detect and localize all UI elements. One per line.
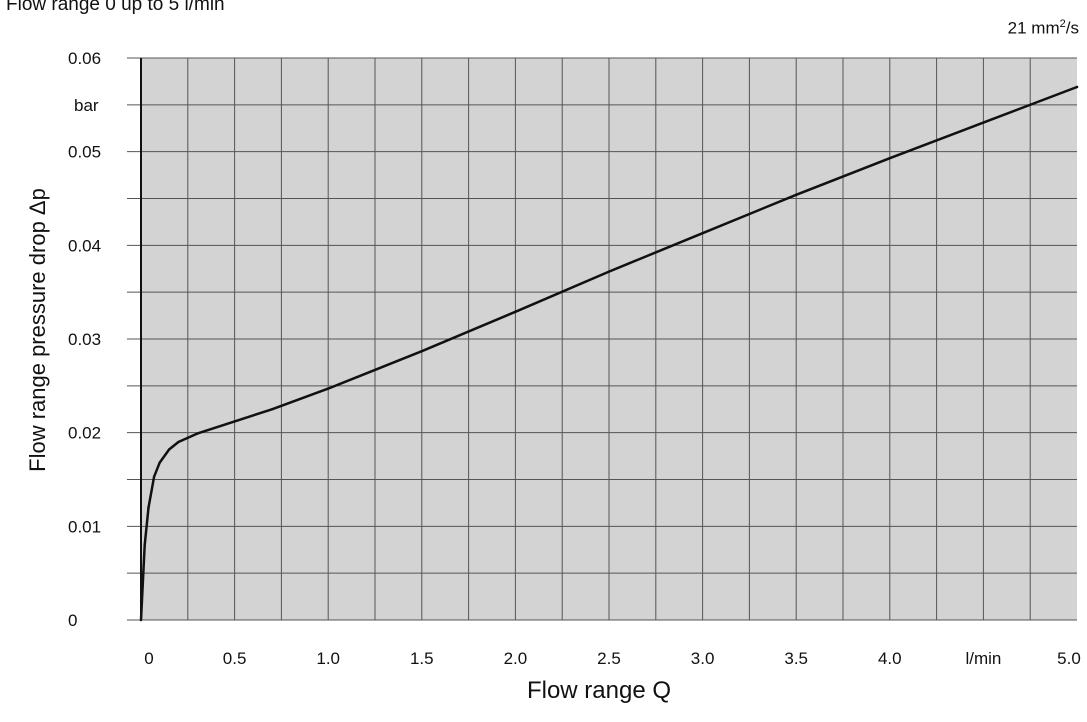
x-tick-label: 3.5 — [784, 649, 808, 668]
y-tick-label: bar — [74, 96, 99, 115]
viscosity-label: 21 mm2/s — [1008, 18, 1079, 39]
x-tick-label: l/min — [965, 649, 1001, 668]
data-point — [158, 461, 161, 464]
y-tick-label: 0.05 — [68, 143, 101, 162]
x-tick-label: 0.5 — [223, 649, 247, 668]
y-axis-label: Flow range pressure drop Δp — [25, 188, 50, 472]
x-tick-label: 1.0 — [316, 649, 340, 668]
data-point — [167, 448, 171, 451]
y-tick-label: 0 — [68, 611, 77, 630]
viscosity-unit: /s — [1065, 18, 1079, 38]
y-tick-label: 0.06 — [68, 49, 101, 68]
data-point — [270, 408, 274, 411]
x-axis-label: Flow range Q — [526, 677, 672, 704]
x-tick-label: 4.0 — [878, 649, 902, 668]
y-tick-label: 0.04 — [68, 236, 101, 255]
data-point — [982, 121, 985, 124]
x-tick-label: 2.5 — [597, 649, 621, 668]
data-point — [177, 440, 180, 444]
y-tick-label: 0.02 — [68, 424, 101, 443]
data-point — [1075, 85, 1079, 89]
data-point — [139, 618, 143, 622]
data-point — [607, 270, 611, 273]
x-tick-label: 2.0 — [504, 649, 528, 668]
data-point — [420, 350, 423, 353]
data-point — [701, 232, 704, 235]
chart-title: Flow range 0 up to 5 l/min — [6, 0, 225, 15]
x-tick-label: 0 — [144, 649, 153, 668]
x-tick-label: 5.0 — [1057, 649, 1081, 668]
data-point — [147, 506, 150, 509]
x-tick-label: 1.5 — [410, 649, 434, 668]
data-point — [152, 475, 156, 478]
x-tick-label: 3.0 — [691, 649, 715, 668]
y-tick-label: 0.01 — [68, 517, 101, 536]
data-point — [888, 157, 891, 160]
viscosity-value: 21 mm — [1007, 18, 1060, 38]
data-point — [233, 420, 236, 423]
data-point — [143, 543, 146, 547]
data-point — [514, 310, 517, 313]
data-point — [795, 193, 798, 196]
y-tick-label: 0.03 — [68, 330, 101, 349]
data-point — [196, 432, 199, 435]
viscosity-exponent: 2 — [1059, 18, 1066, 30]
data-point — [327, 387, 330, 390]
